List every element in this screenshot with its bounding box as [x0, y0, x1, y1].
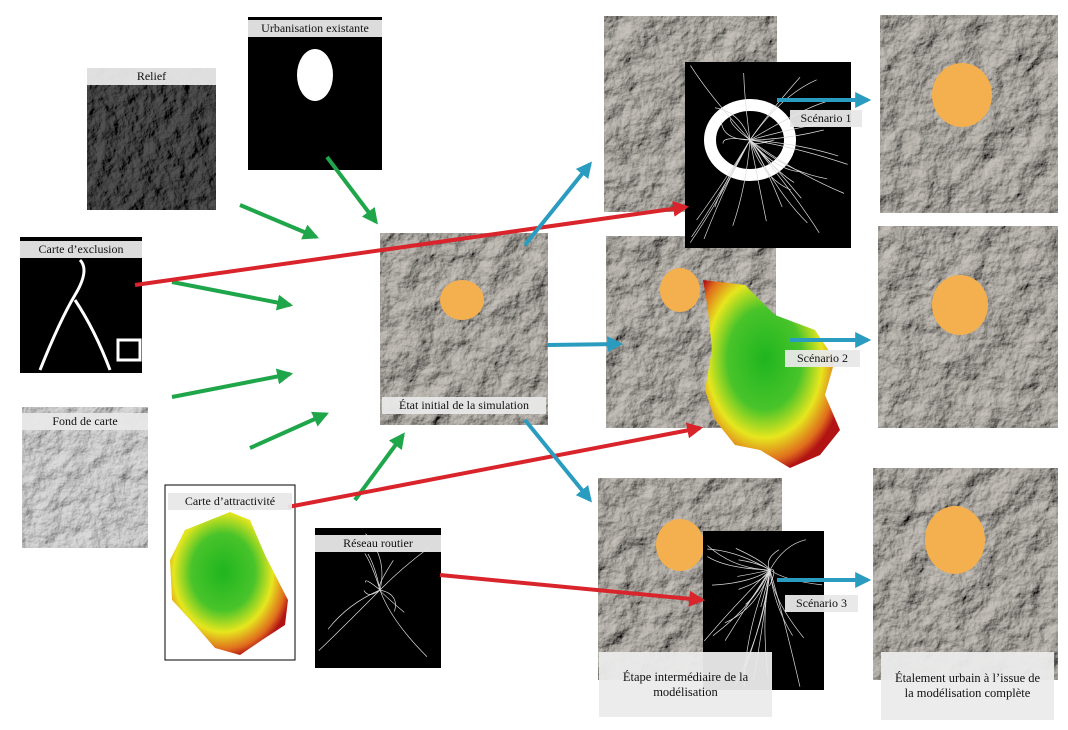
final-map	[873, 468, 1058, 680]
road	[749, 79, 817, 141]
arrow	[325, 155, 378, 225]
arrow	[171, 368, 294, 399]
road	[365, 580, 381, 591]
scenario-label: Scénario 1	[790, 110, 862, 127]
road	[749, 139, 828, 180]
road	[704, 569, 771, 642]
arrow	[134, 200, 690, 287]
node-label: Réseau routier	[315, 535, 441, 552]
road	[690, 65, 751, 141]
final-urban	[932, 63, 992, 127]
arrow	[547, 336, 624, 353]
final-urban	[925, 506, 985, 574]
step-urban	[656, 519, 704, 571]
road	[749, 139, 791, 191]
urban-blob	[297, 49, 333, 101]
node-label: État initial de la simulation	[382, 397, 546, 414]
relief-map	[87, 68, 216, 210]
road	[367, 553, 381, 591]
road	[714, 107, 751, 141]
step-urban	[660, 268, 700, 312]
road	[737, 569, 771, 577]
initial-map	[380, 233, 548, 425]
road	[738, 559, 771, 571]
road	[735, 548, 771, 571]
road	[749, 139, 839, 157]
node-label: Urbanisation existante	[248, 20, 382, 37]
road	[749, 139, 783, 208]
arrow	[523, 161, 593, 247]
arrow	[239, 203, 319, 240]
arrow	[439, 573, 706, 607]
road	[363, 589, 381, 595]
road	[707, 545, 771, 571]
road	[769, 569, 801, 687]
road	[749, 139, 808, 224]
road	[749, 139, 848, 165]
node-label: Fond de carte	[22, 413, 148, 430]
road	[732, 139, 751, 226]
road	[745, 569, 771, 605]
initial-urban	[440, 280, 484, 320]
road	[689, 139, 751, 243]
scenario-label: Scénario 3	[785, 595, 858, 612]
road	[730, 119, 751, 141]
road	[318, 589, 381, 651]
road	[720, 119, 751, 141]
road	[749, 139, 802, 199]
caption: Étape intermédiaire de la modélisation	[599, 652, 772, 717]
scenario-label: Scénario 2	[785, 350, 860, 367]
caption: Étalement urbain à l’issue de la modélis…	[881, 652, 1054, 720]
road	[379, 589, 428, 658]
road	[696, 139, 751, 221]
final-urban	[932, 275, 988, 335]
arrow	[523, 418, 593, 503]
road	[327, 589, 381, 630]
node-label: Relief	[87, 68, 216, 85]
node-label: Carte d’attractivité	[168, 493, 292, 510]
road	[364, 553, 381, 591]
road	[760, 569, 771, 607]
road	[724, 569, 771, 624]
road	[712, 569, 771, 637]
maps	[20, 15, 1058, 690]
road	[379, 589, 396, 612]
arrow	[249, 411, 329, 450]
road	[711, 569, 771, 586]
road	[743, 72, 751, 141]
attractivity-map	[170, 512, 288, 655]
scenario2-map	[703, 280, 840, 468]
arrow	[171, 280, 294, 311]
road	[749, 129, 824, 141]
arrow	[287, 422, 704, 509]
arrow	[353, 432, 405, 502]
scenario1-ring	[704, 99, 796, 181]
road	[769, 569, 793, 636]
road	[749, 139, 767, 222]
base-map	[22, 407, 148, 548]
exclusion-shapes	[38, 258, 142, 371]
road	[379, 589, 405, 613]
arrows	[134, 92, 872, 607]
node-label: Carte d’exclusion	[20, 241, 142, 258]
road	[769, 539, 806, 571]
road	[767, 549, 780, 571]
road	[722, 138, 751, 144]
road	[769, 569, 775, 587]
